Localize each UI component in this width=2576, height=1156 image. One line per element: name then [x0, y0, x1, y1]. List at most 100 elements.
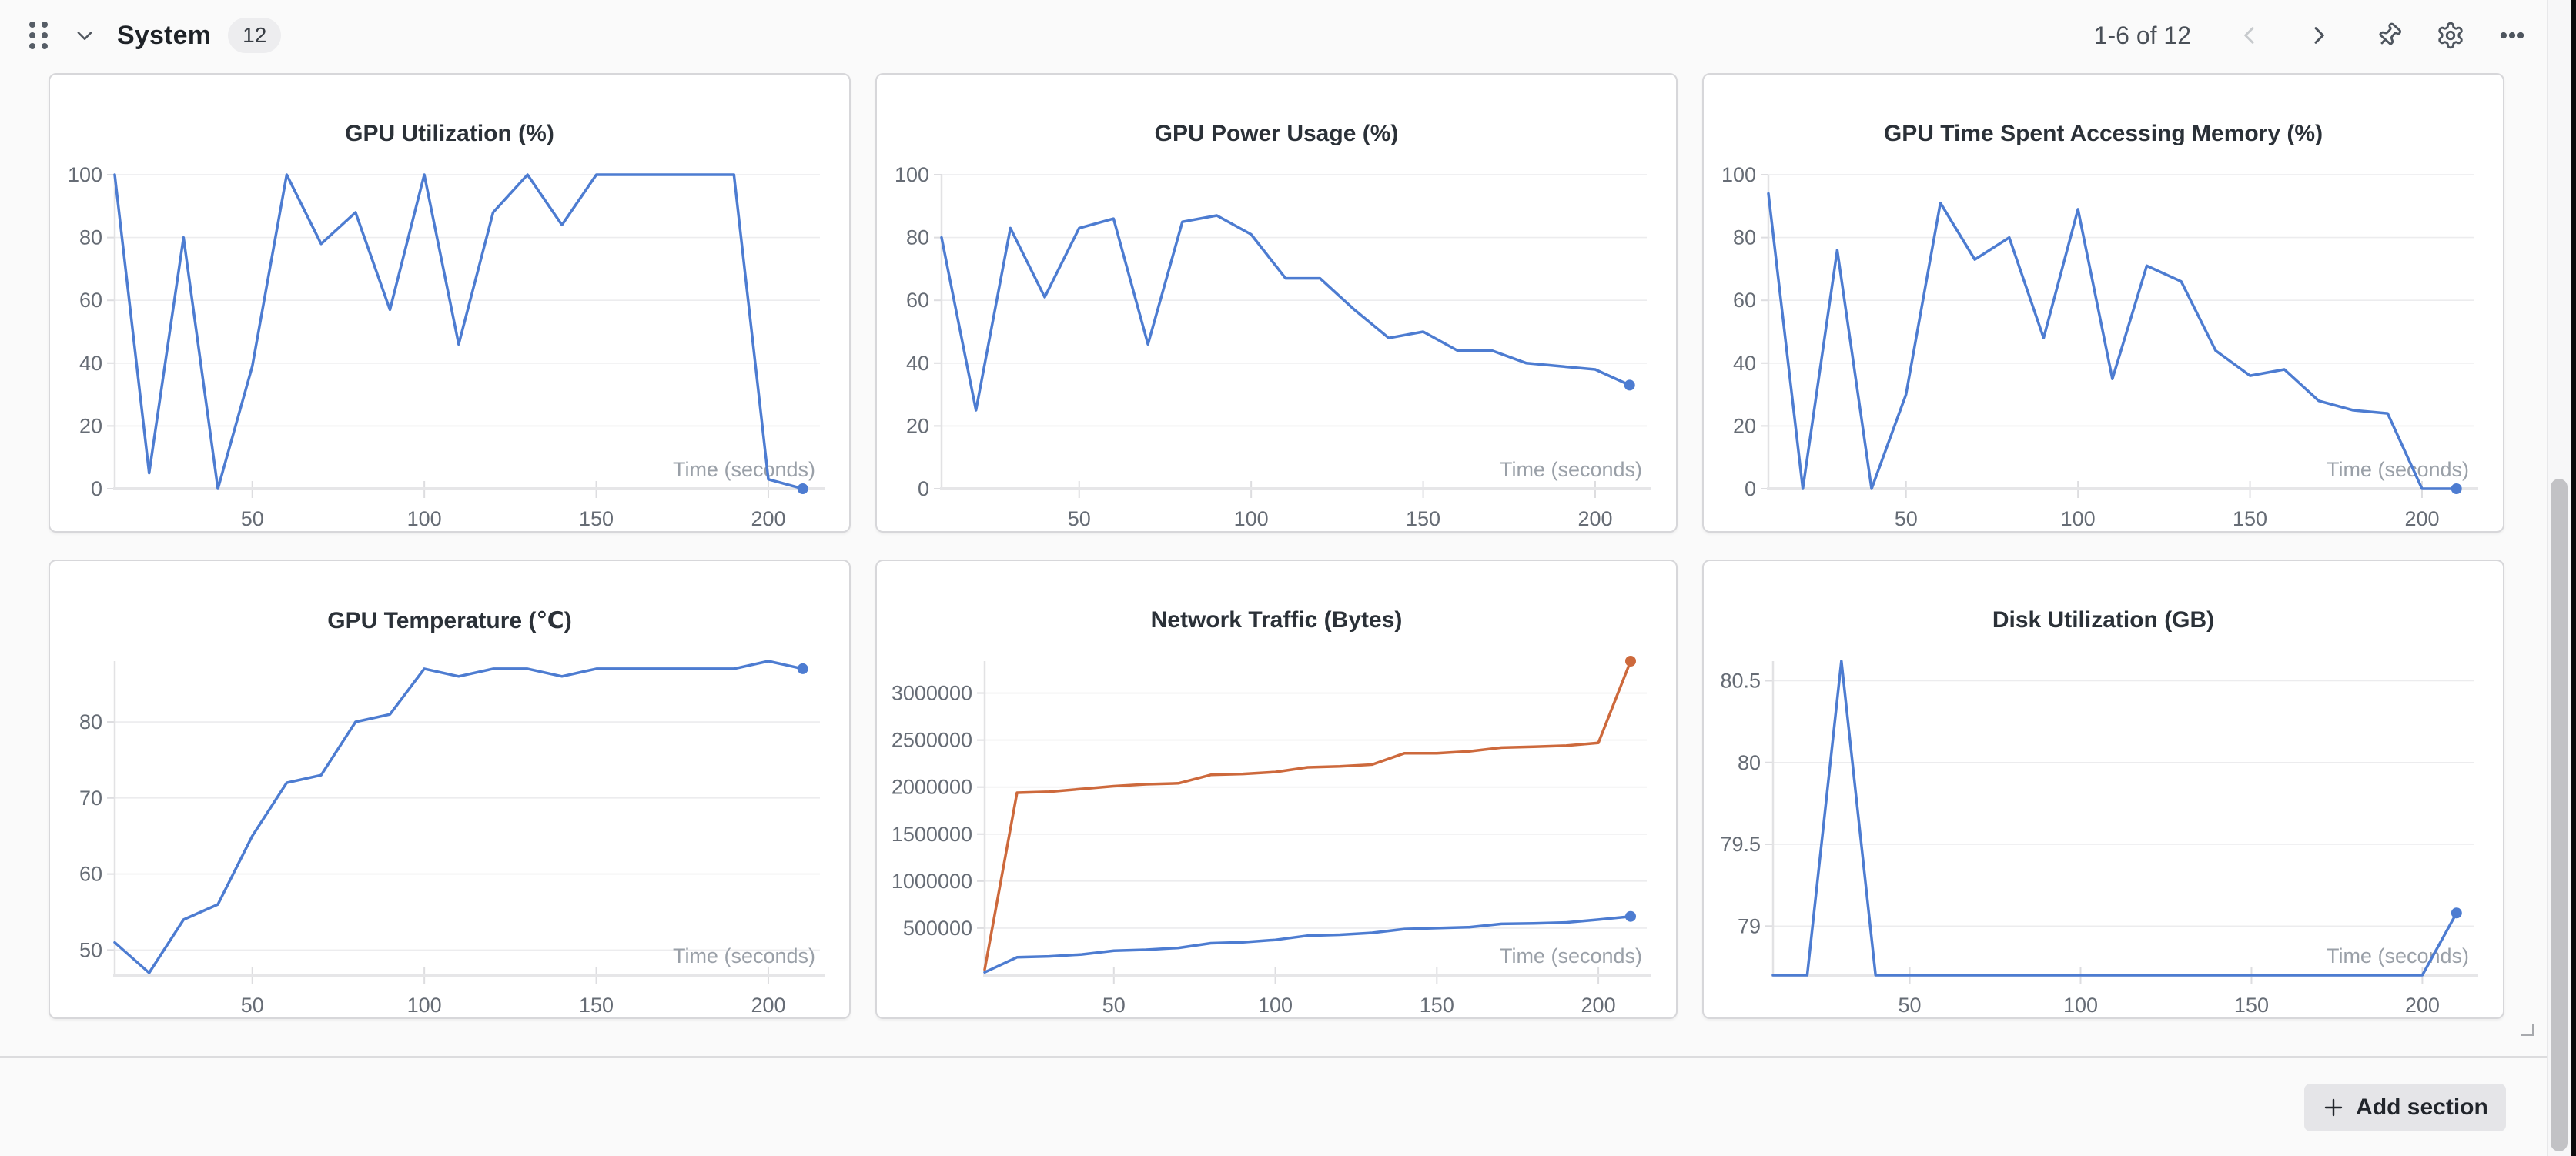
svg-text:80: 80	[1733, 226, 1756, 249]
svg-text:500000: 500000	[903, 917, 972, 940]
section-title: System	[117, 20, 212, 50]
svg-text:60: 60	[906, 289, 929, 312]
section-divider	[0, 1056, 2571, 1058]
chart-gpu-power-usage: 0 20 40 60 80 100 50 100 150 200 Time (seconds)	[895, 163, 1651, 530]
plus-icon	[2324, 1098, 2343, 1117]
panel-card-disk-utilization[interactable]: 79 79.5 80 80.5 50 100 150 200 Time (seconds) Di…	[1702, 560, 2504, 1019]
svg-text:79.5: 79.5	[1720, 833, 1761, 856]
chart-disk-utilization: 79 79.5 80 80.5 50 100 150 200 Time (seconds)	[1720, 660, 2478, 1017]
svg-text:200: 200	[2405, 994, 2440, 1017]
pagination-label: 1-6 of 12	[2093, 21, 2191, 49]
svg-text:Time (seconds): Time (seconds)	[673, 458, 815, 481]
svg-text:20: 20	[906, 414, 929, 437]
svg-text:80: 80	[906, 226, 929, 249]
svg-text:200: 200	[1577, 507, 1612, 530]
svg-text:0: 0	[91, 477, 102, 500]
ellipsis-icon	[2500, 32, 2524, 39]
panel-title: GPU Temperature (℃)	[327, 608, 572, 633]
chevron-left-icon	[2244, 27, 2254, 44]
end-point-dot	[1624, 379, 1635, 391]
svg-text:100: 100	[1721, 163, 1756, 186]
svg-text:100: 100	[1258, 994, 1293, 1017]
panel-card-network-traffic[interactable]: 500000 1000000 1500000 2000000 2500000 300000…	[875, 560, 1678, 1019]
chart-network-traffic: 500000 1000000 1500000 2000000 2500000 300000…	[892, 656, 1651, 1017]
svg-text:60: 60	[79, 289, 102, 312]
svg-text:0: 0	[1745, 477, 1756, 500]
end-point-dot	[797, 663, 808, 674]
section-header-left: System 12	[29, 18, 282, 53]
prev-page-button[interactable]	[2237, 23, 2262, 48]
svg-text:80: 80	[79, 710, 102, 733]
pin-section-button[interactable]	[2374, 21, 2404, 50]
end-point-dot	[1625, 656, 1636, 667]
svg-text:60: 60	[79, 863, 102, 886]
svg-text:40: 40	[79, 352, 102, 375]
svg-text:Time (seconds): Time (seconds)	[2327, 944, 2469, 967]
svg-text:20: 20	[79, 414, 102, 437]
svg-text:100: 100	[1234, 507, 1269, 530]
section-header-right: 1-6 of 12	[2094, 21, 2527, 50]
svg-text:3000000: 3000000	[892, 682, 972, 705]
svg-text:100: 100	[407, 994, 442, 1017]
svg-text:79: 79	[1738, 914, 1761, 937]
chevron-down-icon	[77, 32, 92, 40]
svg-text:200: 200	[751, 994, 785, 1017]
section-header: System 12 1-6 of 12	[0, 0, 2571, 71]
svg-text:20: 20	[1733, 414, 1756, 437]
svg-text:50: 50	[241, 507, 264, 530]
chart-gpu-memory-time: 0 20 40 60 80 100 50 100 150 200 Time (seconds)	[1721, 163, 2478, 530]
svg-text:50: 50	[1895, 507, 1918, 530]
gear-icon	[2438, 22, 2463, 49]
section-more-button[interactable]	[2497, 21, 2527, 50]
svg-text:50: 50	[241, 994, 264, 1017]
end-point-dot	[2451, 907, 2462, 919]
line-series-1	[983, 914, 1632, 974]
svg-text:150: 150	[2233, 507, 2267, 530]
panel-count-badge: 12	[228, 18, 282, 53]
svg-text:1500000: 1500000	[892, 823, 972, 846]
vertical-scrollbar-thumb[interactable]	[2551, 479, 2568, 1151]
svg-text:70: 70	[79, 787, 102, 810]
chart-gpu-temperature: 50 60 70 80 50 100 150 200 Time (seconds)	[79, 660, 825, 1017]
panel-card-gpu-utilization[interactable]: 0 20 40 60 80 100 50 100 150 200 Time (seconds) GP…	[49, 73, 851, 533]
svg-text:150: 150	[1406, 507, 1440, 530]
end-point-dot	[2451, 483, 2462, 494]
panel-title: Network Traffic (Bytes)	[1150, 607, 1403, 633]
end-point-dot	[1625, 910, 1636, 922]
svg-text:2500000: 2500000	[892, 729, 972, 752]
panel-card-gpu-power-usage[interactable]: 0 20 40 60 80 100 50 100 150 200 Time (seconds) GP…	[875, 73, 1678, 533]
svg-text:200: 200	[2404, 507, 2439, 530]
chevron-right-icon	[2314, 27, 2324, 44]
svg-text:Time (seconds): Time (seconds)	[1500, 458, 1642, 481]
line-series-0	[113, 173, 805, 490]
section-settings-button[interactable]	[2436, 21, 2465, 50]
panel-title: GPU Time Spent Accessing Memory (%)	[1883, 121, 2323, 146]
svg-text:150: 150	[579, 994, 614, 1017]
panel-card-gpu-memory-time[interactable]: 0 20 40 60 80 100 50 100 150 200 Time (seconds) GP…	[1702, 73, 2504, 533]
svg-text:0: 0	[918, 477, 929, 500]
svg-text:100: 100	[895, 163, 929, 186]
panel-card-gpu-temperature[interactable]: 50 60 70 80 50 100 150 200 Time (seconds) GPU Te…	[49, 560, 851, 1019]
svg-text:80: 80	[1738, 751, 1761, 774]
svg-text:100: 100	[68, 163, 102, 186]
add-section-button[interactable]: Add section	[2304, 1084, 2506, 1131]
svg-text:2000000: 2000000	[892, 776, 972, 799]
drag-handle-icon[interactable]	[29, 22, 48, 49]
svg-text:50: 50	[1102, 994, 1126, 1017]
svg-text:Time (seconds): Time (seconds)	[673, 944, 815, 967]
svg-text:200: 200	[751, 507, 785, 530]
svg-text:100: 100	[2061, 507, 2096, 530]
collapse-section-button[interactable]	[74, 25, 95, 46]
vertical-scrollbar-track[interactable]	[2547, 0, 2571, 1156]
panel-title: Disk Utilization (GB)	[1992, 607, 2215, 633]
next-page-button[interactable]	[2307, 23, 2331, 48]
section-resize-handle[interactable]	[2521, 1024, 2534, 1036]
line-series-0	[983, 660, 1632, 971]
line-series-0	[1767, 192, 2458, 490]
svg-text:100: 100	[407, 507, 442, 530]
svg-text:1000000: 1000000	[892, 870, 972, 893]
svg-text:80.5: 80.5	[1720, 670, 1761, 693]
svg-text:60: 60	[1733, 289, 1756, 312]
add-section-label: Add section	[2356, 1094, 2488, 1120]
